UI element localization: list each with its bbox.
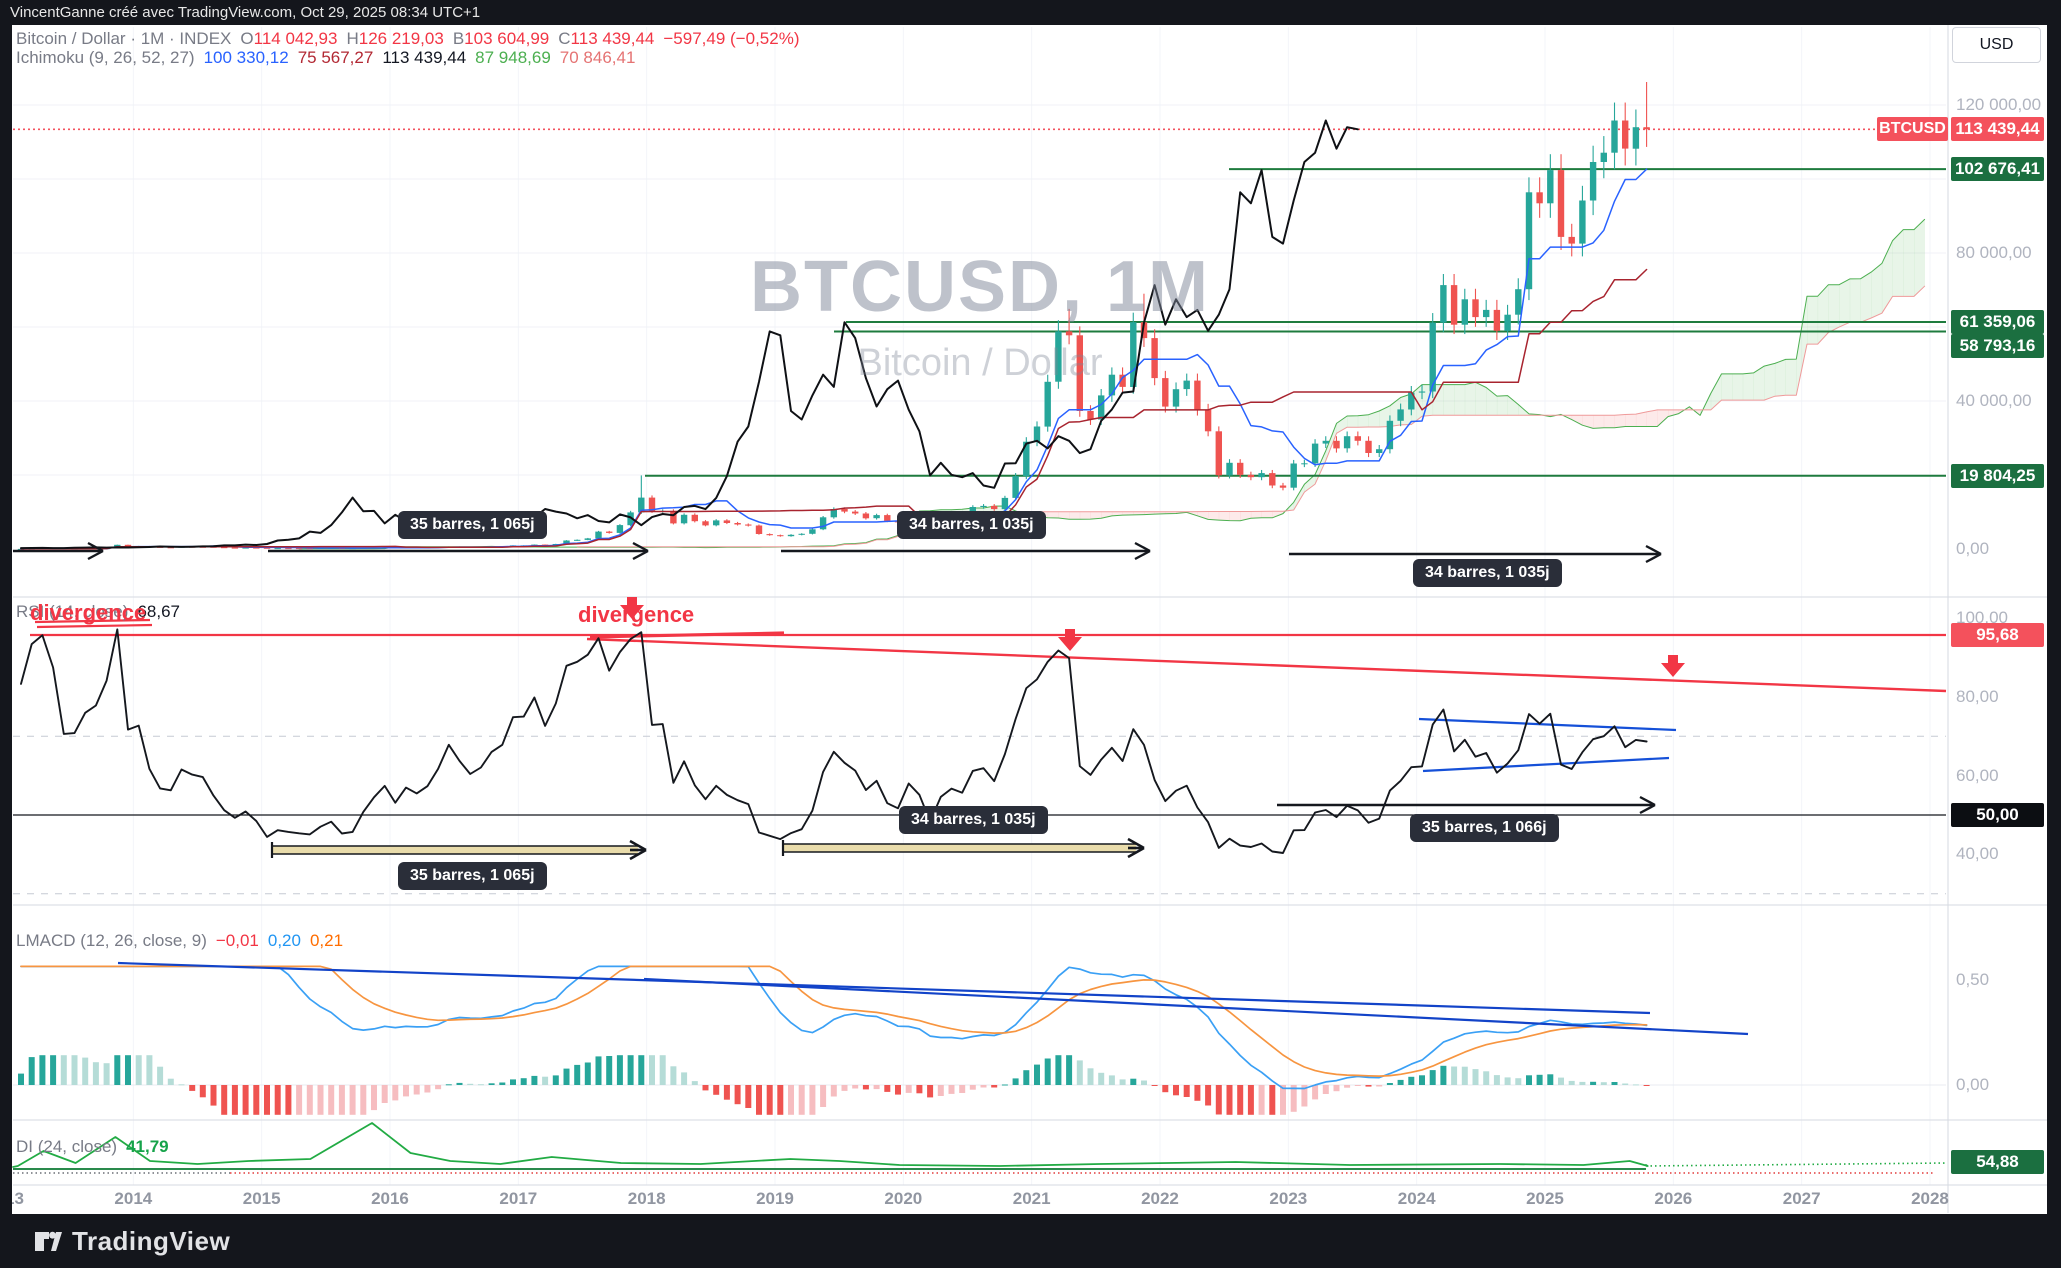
time-axis-label[interactable]: 2021 xyxy=(1012,1189,1051,1208)
rsi-level-flag: 50,00 xyxy=(1951,803,2044,827)
divergence-label-2[interactable]: divergence xyxy=(578,602,695,627)
rsi-axis-label[interactable]: 40,00 xyxy=(1956,844,1999,864)
price-axis-label[interactable]: 0,00 xyxy=(1956,539,1990,558)
time-axis-label[interactable]: 2023 xyxy=(1269,1189,1308,1208)
macd-line-value: 0,20 xyxy=(267,931,301,950)
price-flag: 19 804,25 xyxy=(1951,463,2044,488)
measure-annotation-box[interactable]: 34 barres, 1 035j xyxy=(1413,559,1562,587)
di-title: DI (24, close) xyxy=(16,1137,118,1156)
time-axis-label[interactable]: 2026 xyxy=(1654,1189,1693,1208)
time-axis-label[interactable]: 2018 xyxy=(627,1189,666,1208)
time-axis-label[interactable]: 2025 xyxy=(1526,1189,1564,1208)
publish-bar: VincentGanne créé avec TradingView.com, … xyxy=(0,0,2061,25)
time-axis-label[interactable]: 2015 xyxy=(242,1189,281,1208)
macd-title: LMACD (12, 26, close, 9) xyxy=(16,931,207,950)
symbol-legend-row[interactable]: Bitcoin / Dollar · 1M · INDEX O114 042,9… xyxy=(16,29,799,49)
footer-bar: TradingView xyxy=(0,1214,2061,1268)
time-axis-label[interactable]: 2024 xyxy=(1397,1189,1436,1208)
ichimoku-lead-a: 87 948,69 xyxy=(475,48,551,67)
price-flag: 102 676,41 xyxy=(1951,157,2044,182)
symbol-price-flag: BTCUSD xyxy=(1877,117,1948,142)
ohlc-close: C113 439,44 xyxy=(558,29,655,48)
ohlc-open: O114 042,93 xyxy=(240,29,338,48)
tradingview-logo-icon xyxy=(35,1231,62,1251)
measure-annotation-box[interactable]: 35 barres, 1 065j xyxy=(398,511,547,539)
rsi-title: RSI (14, close) xyxy=(16,602,129,621)
macd-signal-value: 0,21 xyxy=(309,931,344,950)
rsi-axis-label[interactable]: 60,00 xyxy=(1956,765,1999,785)
time-axis-label[interactable]: 2014 xyxy=(114,1189,153,1208)
di-value-flag: 54,88 xyxy=(1951,1150,2044,1174)
measure-annotation-box[interactable]: 34 barres, 1 035j xyxy=(899,806,1048,834)
rsi-level-flag: 95,68 xyxy=(1951,623,2044,648)
ichimoku-lead-b: 70 846,41 xyxy=(559,48,636,67)
macd-axis-label[interactable]: 0,00 xyxy=(1956,1075,1990,1094)
time-axis-label[interactable]: 2027 xyxy=(1782,1189,1821,1208)
price-flag: 113 439,44 xyxy=(1951,117,2044,142)
frame-right xyxy=(2047,25,2061,1214)
macd-hist-value: −0,01 xyxy=(215,931,259,950)
ohlc-high: H126 219,03 xyxy=(346,29,444,48)
symbol-title: Bitcoin / Dollar · 1M · INDEX xyxy=(16,29,232,48)
time-axis-label[interactable]: 2017 xyxy=(499,1189,538,1208)
time-axis-label[interactable]: 2028 xyxy=(1911,1189,1949,1208)
ohlc-low: B103 604,99 xyxy=(452,29,550,48)
measure-annotation-box[interactable]: 34 barres, 1 035j xyxy=(897,511,1046,539)
currency-toggle-button[interactable]: USD xyxy=(1952,27,2041,63)
tradingview-logo-text: TradingView xyxy=(72,1225,231,1256)
price-flag: 58 793,16 xyxy=(1951,334,2044,359)
publish-bar-text: VincentGanne créé avec TradingView.com, … xyxy=(10,4,481,21)
price-flag: 61 359,06 xyxy=(1951,309,2044,334)
measure-annotation-box[interactable]: 35 barres, 1 065j xyxy=(398,862,547,890)
divergence-label-1[interactable]: divergence xyxy=(30,600,147,625)
ichimoku-base: 75 567,27 xyxy=(297,48,374,67)
price-axis-label[interactable]: 80 000,00 xyxy=(1956,243,2032,262)
price-axis-label[interactable]: 120 000,00 xyxy=(1956,95,2042,114)
time-axis-label[interactable]: 2022 xyxy=(1141,1189,1179,1208)
time-axis-label[interactable]: 2020 xyxy=(884,1189,923,1208)
ichimoku-conversion: 100 330,12 xyxy=(203,48,289,67)
frame-left xyxy=(0,25,12,1214)
rsi-value: 68,67 xyxy=(137,602,180,621)
rsi-axis-label[interactable]: 80,00 xyxy=(1956,686,1999,706)
di-legend-row[interactable]: DI (24, close) 41,79 xyxy=(16,1137,169,1157)
time-axis-label[interactable]: 2016 xyxy=(371,1189,409,1208)
ohlc-change: −597,49 (−0,52%) xyxy=(663,29,800,48)
price-axis-label[interactable]: 40 000,00 xyxy=(1956,391,2032,410)
rsi-legend-row[interactable]: RSI (14, close) 68,67 xyxy=(16,602,180,622)
ichimoku-title: Ichimoku (9, 26, 52, 27) xyxy=(16,48,195,67)
measure-annotation-box[interactable]: 35 barres, 1 066j xyxy=(1410,814,1559,842)
tradingview-logo[interactable]: TradingView xyxy=(34,1226,230,1257)
time-axis-label[interactable]: 2019 xyxy=(756,1189,794,1208)
macd-legend-row[interactable]: LMACD (12, 26, close, 9) −0,01 0,20 0,21 xyxy=(16,931,343,951)
macd-axis-label[interactable]: 0,50 xyxy=(1956,970,1990,989)
di-value: 41,79 xyxy=(126,1137,169,1156)
ichimoku-lagging: 113 439,44 xyxy=(382,48,467,67)
rsi-axis-label[interactable]: 100,00 xyxy=(1956,608,2008,627)
ichimoku-legend-row[interactable]: Ichimoku (9, 26, 52, 27) 100 330,12 75 5… xyxy=(16,48,635,68)
currency-label: USD xyxy=(1979,36,2014,53)
